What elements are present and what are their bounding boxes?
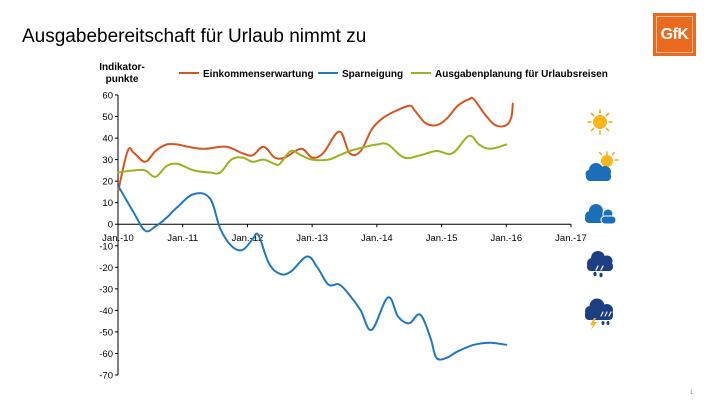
- y-axis-label-line: Indikator-: [99, 62, 145, 73]
- y-tick-label: -40: [99, 306, 113, 317]
- x-tick-label: Jan.-12: [232, 233, 264, 244]
- y-axis-label: Indikator-punkte: [99, 62, 145, 85]
- y-tick-label: 40: [102, 134, 113, 145]
- x-tick-label: Jan.-13: [296, 233, 328, 244]
- y-tick-label: 20: [102, 177, 113, 188]
- series-lines: [117, 96, 514, 361]
- y-tick-label: 10: [102, 198, 113, 209]
- cloud-icon: [585, 204, 617, 225]
- y-tick-label: 50: [102, 112, 113, 123]
- legend-label: Ausgabenplanung für Urlaubsreisen: [435, 69, 608, 80]
- series-line-ausgabenplanung-f-r-urlaubsreisen: [117, 134, 508, 178]
- slide-title: Ausgabebereitschaft für Urlaub nimmt zu: [22, 26, 367, 47]
- x-tick-label: Jan.-15: [426, 233, 458, 244]
- page-number: 1: [690, 390, 694, 396]
- y-axis-label-line: punkte: [106, 74, 139, 85]
- y-tick-label: 30: [102, 155, 113, 166]
- axes: 60 50 40 30 20 10 0 -10 -20 -30 -40 -50 -60 -70 Jan.-1…: [99, 91, 587, 382]
- y-tick-label: -70: [99, 371, 113, 382]
- sun-cloud-icon: [585, 151, 619, 181]
- y-tick-label: 60: [102, 91, 113, 102]
- x-tick-label: Jan.-11: [167, 233, 198, 244]
- legend: Einkommenserwartung Sparneigung Ausgabenpl…: [179, 69, 608, 80]
- y-tick-label: -60: [99, 349, 113, 360]
- storm-cloud-icon: [585, 298, 613, 330]
- sun-icon: [587, 109, 613, 135]
- x-tick-label: Jan.-14: [361, 233, 393, 244]
- x-tick-label: Jan.-17: [555, 233, 587, 244]
- weather-icons: [585, 109, 619, 330]
- x-tick-label: Jan.-10: [102, 233, 134, 244]
- legend-label: Einkommenserwartung: [203, 69, 314, 80]
- rain-cloud-icon: [587, 251, 613, 278]
- series-line-sparneigung: [117, 184, 508, 361]
- y-tick-label: -50: [99, 327, 113, 338]
- x-tick-label: Jan.-16: [490, 233, 522, 244]
- gfk-logo: GfK: [653, 13, 696, 56]
- y-tick-label: 0: [108, 220, 113, 231]
- y-tick-label: -10: [99, 241, 113, 252]
- y-tick-label: -20: [99, 263, 113, 274]
- series-line-einkommenserwartung: [117, 96, 514, 193]
- y-tick-label: -30: [99, 284, 113, 295]
- legend-label: Sparneigung: [342, 69, 403, 80]
